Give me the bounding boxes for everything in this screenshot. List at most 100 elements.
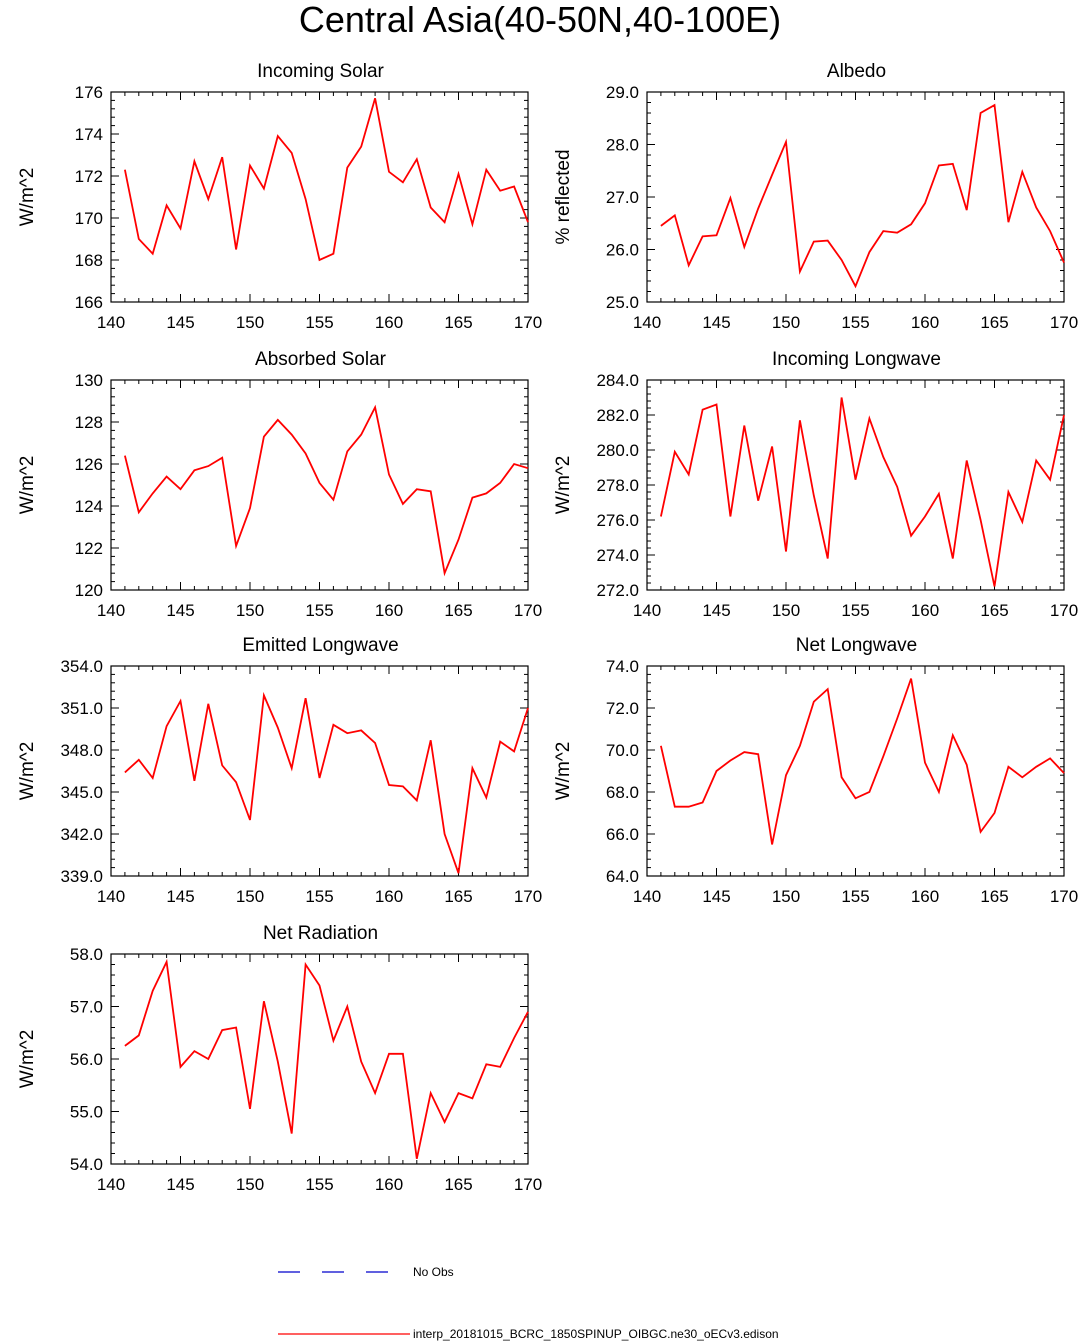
- x-tick-label: 145: [702, 601, 730, 620]
- x-tick-label: 160: [375, 887, 403, 906]
- x-tick-label: 170: [1050, 601, 1078, 620]
- y-tick-label: 70.0: [606, 741, 639, 760]
- x-tick-label: 160: [375, 1175, 403, 1194]
- y-tick-label: 168: [75, 251, 103, 270]
- y-tick-label: 272.0: [596, 581, 639, 600]
- y-tick-label: 124: [75, 497, 103, 516]
- y-tick-label: 342.0: [60, 825, 103, 844]
- y-tick-label: 166: [75, 293, 103, 312]
- plot-frame: [646, 665, 1065, 877]
- x-tick-label: 155: [305, 887, 333, 906]
- x-tick-label: 150: [236, 887, 264, 906]
- panel-title: Net Radiation: [263, 923, 378, 944]
- y-tick-label: 56.0: [70, 1050, 103, 1069]
- x-tick-label: 165: [444, 1175, 472, 1194]
- y-tick-label: 176: [75, 83, 103, 102]
- y-tick-label: 25.0: [606, 293, 639, 312]
- y-tick-label: 126: [75, 455, 103, 474]
- y-tick-label: 172: [75, 167, 103, 186]
- panel-1: 140 145 150 155 160 165 170 25.0 26.0 27.0 28.0 29.…: [553, 61, 1078, 332]
- y-tick-label: 354.0: [60, 657, 103, 676]
- panel-3: 140 145 150 155 160 165 170 272.0 274.0 276.0 278.…: [553, 349, 1078, 620]
- x-tick-label: 145: [702, 313, 730, 332]
- y-tick-label: 26.0: [606, 241, 639, 260]
- x-tick-label: 170: [514, 1175, 542, 1194]
- y-tick-label: 122: [75, 539, 103, 558]
- y-tick-label: 339.0: [60, 867, 103, 886]
- panel-0: 140 145 150 155 160 165 170 166 168 170 172 174 176 I…: [17, 61, 542, 332]
- legend-model-label: interp_20181015_BCRC_1850SPINUP_OIBGC.ne…: [413, 1327, 779, 1341]
- y-tick-label: 345.0: [60, 783, 103, 802]
- x-tick-label: 140: [97, 887, 125, 906]
- x-tick-label: 145: [166, 601, 194, 620]
- panel-5: 140 145 150 155 160 165 170 64.0 66.0 68.0 70.0 72.…: [553, 635, 1078, 906]
- y-axis-label: W/m^2: [17, 456, 38, 515]
- x-tick-label: 155: [305, 313, 333, 332]
- panel-title: Net Longwave: [796, 635, 917, 656]
- x-tick-label: 140: [633, 887, 661, 906]
- x-tick-label: 170: [1050, 887, 1078, 906]
- series-line: [124, 691, 529, 874]
- plot-frame: [110, 665, 529, 877]
- y-tick-label: 278.0: [596, 476, 639, 495]
- panel-title: Incoming Longwave: [772, 349, 941, 370]
- series-line: [660, 397, 1065, 587]
- y-tick-label: 284.0: [596, 371, 639, 390]
- panel-4: 140 145 150 155 160 165 170 339.0 342.0 345.0 348.…: [17, 635, 542, 906]
- x-tick-label: 145: [166, 313, 194, 332]
- x-tick-label: 165: [444, 313, 472, 332]
- x-tick-label: 165: [444, 601, 472, 620]
- x-tick-label: 160: [911, 887, 939, 906]
- y-tick-label: 28.0: [606, 136, 639, 155]
- y-tick-label: 348.0: [60, 741, 103, 760]
- x-tick-label: 165: [980, 313, 1008, 332]
- x-tick-label: 150: [772, 887, 800, 906]
- x-tick-label: 170: [1050, 313, 1078, 332]
- y-tick-label: 74.0: [606, 657, 639, 676]
- y-axis-label: W/m^2: [17, 168, 38, 227]
- y-tick-label: 174: [75, 125, 103, 144]
- panel-2: 140 145 150 155 160 165 170 120 122 124 126 128 130 A…: [17, 349, 542, 620]
- x-tick-label: 170: [514, 887, 542, 906]
- x-tick-label: 150: [236, 1175, 264, 1194]
- legend-obs-label: No Obs: [413, 1265, 454, 1279]
- y-tick-label: 276.0: [596, 511, 639, 530]
- x-tick-label: 145: [166, 887, 194, 906]
- panel-title: Albedo: [827, 61, 886, 82]
- y-axis-label: % reflected: [553, 149, 574, 244]
- y-tick-label: 72.0: [606, 699, 639, 718]
- x-tick-label: 155: [841, 601, 869, 620]
- x-tick-label: 140: [97, 313, 125, 332]
- x-tick-label: 150: [772, 313, 800, 332]
- plot-frame: [646, 379, 1065, 591]
- y-tick-label: 29.0: [606, 83, 639, 102]
- x-tick-label: 140: [633, 601, 661, 620]
- x-tick-label: 165: [444, 887, 472, 906]
- x-tick-label: 170: [514, 601, 542, 620]
- x-tick-label: 150: [236, 313, 264, 332]
- y-tick-label: 27.0: [606, 188, 639, 207]
- x-tick-label: 160: [911, 601, 939, 620]
- x-tick-label: 160: [375, 601, 403, 620]
- y-tick-label: 55.0: [70, 1103, 103, 1122]
- panel-title: Incoming Solar: [257, 61, 384, 82]
- y-tick-label: 280.0: [596, 441, 639, 460]
- x-tick-label: 140: [97, 601, 125, 620]
- x-tick-label: 160: [911, 313, 939, 332]
- x-tick-label: 155: [841, 313, 869, 332]
- y-axis-label: W/m^2: [553, 742, 574, 801]
- y-tick-label: 54.0: [70, 1155, 103, 1174]
- plot-frame: [110, 379, 529, 591]
- y-axis-label: W/m^2: [17, 742, 38, 801]
- y-tick-label: 58.0: [70, 945, 103, 964]
- x-tick-label: 160: [375, 313, 403, 332]
- plot-frame: [646, 91, 1065, 303]
- x-tick-label: 165: [980, 601, 1008, 620]
- y-tick-label: 120: [75, 581, 103, 600]
- series-line: [124, 98, 529, 262]
- panel-title: Emitted Longwave: [242, 635, 398, 656]
- series-line: [660, 103, 1065, 289]
- y-tick-label: 274.0: [596, 546, 639, 565]
- x-tick-label: 140: [633, 313, 661, 332]
